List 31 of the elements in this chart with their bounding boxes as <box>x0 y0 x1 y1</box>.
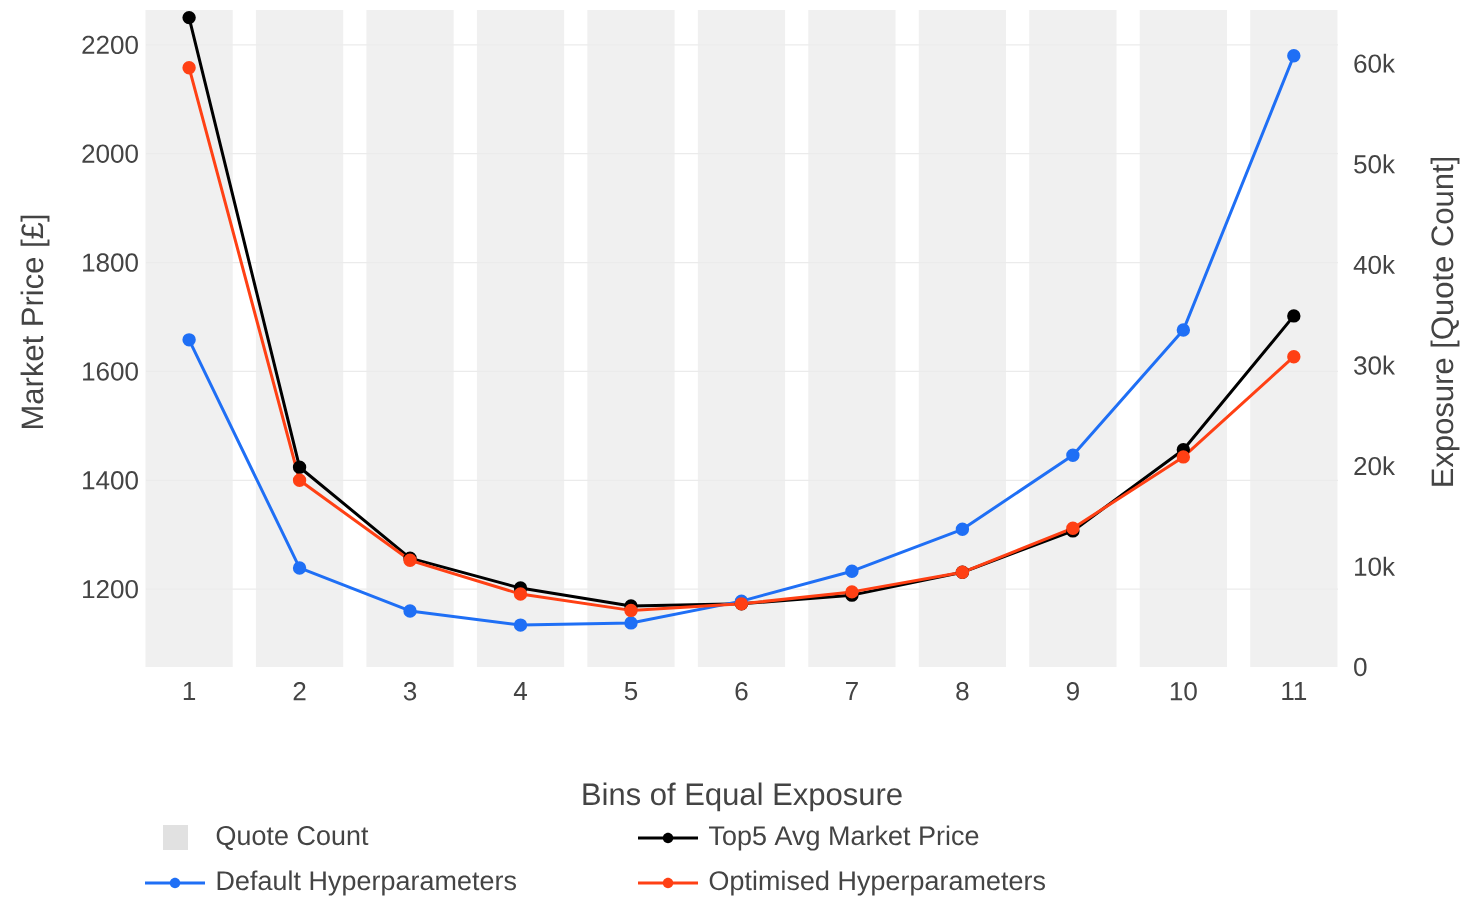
y2-tick-label: 50k <box>1354 154 1396 174</box>
x-tick-label: 9 <box>1066 682 1079 701</box>
x-tick-label: 11 <box>1282 682 1307 700</box>
y2-tick-label: 20k <box>1354 456 1396 476</box>
x-tick-label: 2 <box>293 682 306 701</box>
y-tick-label: 1600 <box>83 362 138 381</box>
y-tick-label: 1800 <box>83 253 138 272</box>
y2-tick-label: 40k <box>1353 254 1396 275</box>
x-tick-label: 6 <box>735 682 748 701</box>
legend-label: Default Hyperparameters <box>217 870 516 896</box>
x-tick-label: 1 <box>183 682 196 700</box>
y-tick-label: 1200 <box>83 579 138 599</box>
y-tick-label: 2000 <box>82 144 138 163</box>
x-axis-title: Bins of Equal Exposure <box>583 782 902 812</box>
y2-tick-label: 60k <box>1354 53 1396 73</box>
y-axis-title: Market Price [£] <box>20 215 50 428</box>
y-tick-label: 2200 <box>82 35 138 55</box>
x-tick-label: 5 <box>624 682 638 701</box>
legend-label: Top5 Avg Market Price <box>709 825 979 851</box>
y2-tick-label: 10k <box>1355 556 1396 576</box>
x-tick-label: 7 <box>846 682 858 700</box>
legend-label: Quote Count <box>216 826 369 850</box>
legend-label: Optimised Hyperparameters <box>709 870 1045 896</box>
x-tick-label: 3 <box>403 682 417 701</box>
y2-axis-title: Exposure [Quote Count] <box>1430 157 1460 486</box>
y2-tick-label: 30k <box>1354 355 1396 375</box>
y-tick-label: 1400 <box>83 471 138 490</box>
y2-tick-label: 0 <box>1354 657 1367 677</box>
x-tick-label: 8 <box>956 682 969 701</box>
x-tick-label: 4 <box>513 682 527 700</box>
x-tick-label: 10 <box>1170 682 1197 701</box>
